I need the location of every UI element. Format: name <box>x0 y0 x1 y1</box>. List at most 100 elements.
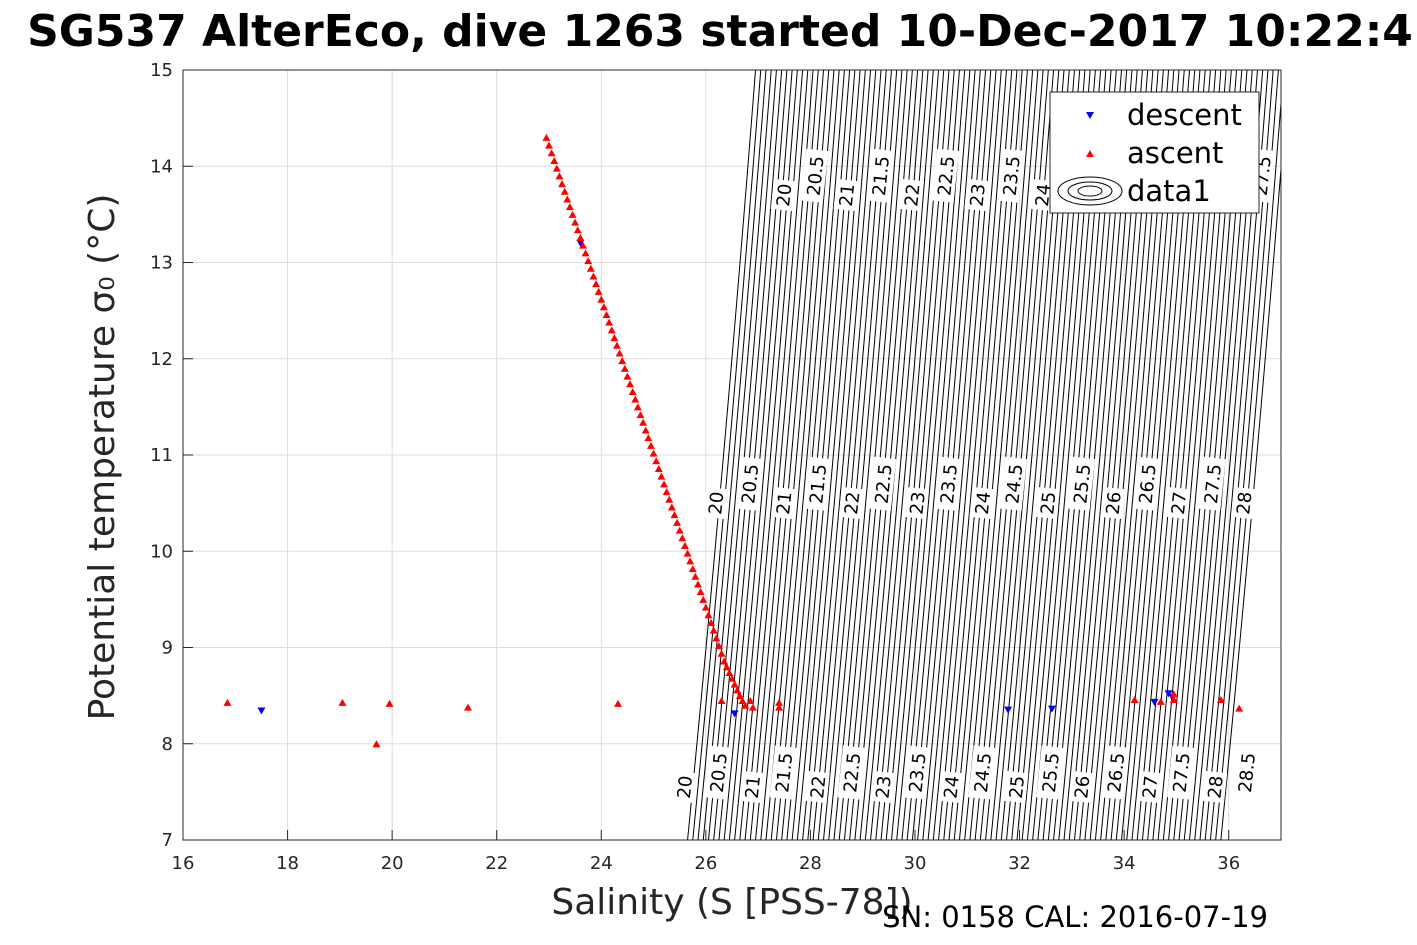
contour-label: 25 <box>1037 491 1060 516</box>
contour-label-group: 25.5 <box>1036 745 1064 800</box>
ascent-point <box>738 696 747 704</box>
contour-label: 24 <box>1032 183 1055 208</box>
contour-label-bg <box>769 745 797 800</box>
contour-label-group: 26 <box>1068 770 1094 804</box>
contour-label: 22 <box>841 491 864 516</box>
ascent-point <box>618 357 627 365</box>
ascent-point <box>704 611 713 619</box>
contour-line <box>838 70 908 840</box>
ascent-point <box>701 603 710 611</box>
contour-label-bg <box>1036 745 1064 800</box>
contour-label-bg <box>898 178 924 212</box>
contour-label-bg <box>934 456 962 511</box>
contour-label: 24.5 <box>1002 463 1027 505</box>
ascent-point <box>662 488 671 496</box>
ascent-point <box>775 703 784 711</box>
descent-point <box>257 707 266 715</box>
contour-label: 24 <box>972 491 995 516</box>
contour-line <box>932 70 1002 840</box>
contour-label-group: 20 <box>702 486 728 520</box>
ascent-point <box>563 195 572 203</box>
legend-entry-data1: data1 <box>1127 174 1211 208</box>
contour-label-bg <box>866 148 894 203</box>
contour-label-group: 21 <box>739 770 765 804</box>
serial-calibration-footer: SN: 0158 CAL: 2016-07-19 <box>882 900 1268 934</box>
contour-label-group: 25.5 <box>1067 456 1095 511</box>
contour-label-group: 23.5 <box>934 456 962 511</box>
contour-label-bg <box>1167 745 1195 800</box>
contour-label-bg <box>1101 745 1129 800</box>
ascent-point <box>686 557 695 565</box>
ascent-point <box>620 364 629 372</box>
contour-line <box>775 70 845 840</box>
contour-label-bg <box>702 486 728 520</box>
descent-point <box>576 239 585 247</box>
ascent-point <box>725 669 734 677</box>
x-axis-ticks: 16 18 20 22 24 26 28 30 32 34 36 <box>172 830 1240 874</box>
ascent-point <box>714 642 723 650</box>
contour-line <box>707 70 777 840</box>
ascent-point <box>728 674 736 682</box>
contour-label-bg <box>739 770 765 804</box>
ascent-point <box>594 287 603 295</box>
ascent-point <box>646 441 655 449</box>
contour-label: 21 <box>742 775 765 800</box>
ascent-point <box>696 588 705 596</box>
contour-line <box>702 70 772 840</box>
contour-label: 27.5 <box>1201 463 1226 505</box>
x-tick-label: 32 <box>1008 853 1031 874</box>
y-tick-label: 10 <box>150 541 173 562</box>
contour-label-bg <box>870 770 896 804</box>
ascent-point <box>657 472 666 480</box>
contour-label-bg <box>904 486 930 520</box>
contour-line <box>964 70 1034 840</box>
contour-label: 20 <box>773 183 796 208</box>
contour-label-bg <box>1232 745 1260 800</box>
legend: descent ascent data1 <box>1049 91 1260 214</box>
ascent-point <box>631 395 640 403</box>
ascent-point <box>707 618 716 626</box>
x-tick-label: 34 <box>1113 853 1136 874</box>
contour-line <box>796 70 866 840</box>
y-tick-label: 14 <box>150 156 173 177</box>
contour-line <box>1220 162 1281 840</box>
contour-line <box>807 70 877 840</box>
ascent-point <box>597 295 606 303</box>
contour-label-group: 21.5 <box>803 456 831 511</box>
ascent-point <box>660 480 669 488</box>
ascent-point <box>589 272 598 280</box>
contour-label-group: 20.5 <box>735 456 763 511</box>
contour-label-group: 24 <box>969 486 995 520</box>
ascent-point <box>735 692 744 700</box>
ascent-point <box>641 426 650 434</box>
descent-point <box>1047 705 1056 713</box>
contour-label-group: 24 <box>1029 178 1055 212</box>
contour-line <box>770 70 840 840</box>
contour-label-group: 20 <box>671 770 697 804</box>
ascent-point <box>573 226 582 234</box>
contour-line <box>713 70 783 840</box>
contour-label: 23 <box>906 491 929 516</box>
contour-label: 23 <box>967 183 990 208</box>
legend-entry-descent: descent <box>1127 98 1242 132</box>
contour-label-bg <box>833 178 859 212</box>
ascent-point <box>607 326 616 334</box>
contour-label-group: 23 <box>870 770 896 804</box>
y-tick-label: 15 <box>150 60 173 81</box>
contour-label-bg <box>735 456 763 511</box>
ascent-point <box>720 657 729 665</box>
contour-label-group: 21.5 <box>769 745 797 800</box>
ascent-point <box>678 534 687 542</box>
contour-label-bg <box>770 486 796 520</box>
contour-label-group: 23.5 <box>902 745 931 800</box>
contour-label: 22.5 <box>840 752 865 794</box>
ascent-point <box>1169 695 1178 703</box>
contour-label-group: 23.5 <box>997 148 1025 203</box>
ascent-point <box>1235 704 1244 712</box>
contour-label: 23.5 <box>906 752 931 794</box>
ascent-point <box>560 187 569 195</box>
ascent-point <box>552 164 561 172</box>
ascent-point <box>699 595 708 603</box>
contour-label: 22.5 <box>934 155 959 197</box>
contour-label-bg <box>1067 456 1095 511</box>
